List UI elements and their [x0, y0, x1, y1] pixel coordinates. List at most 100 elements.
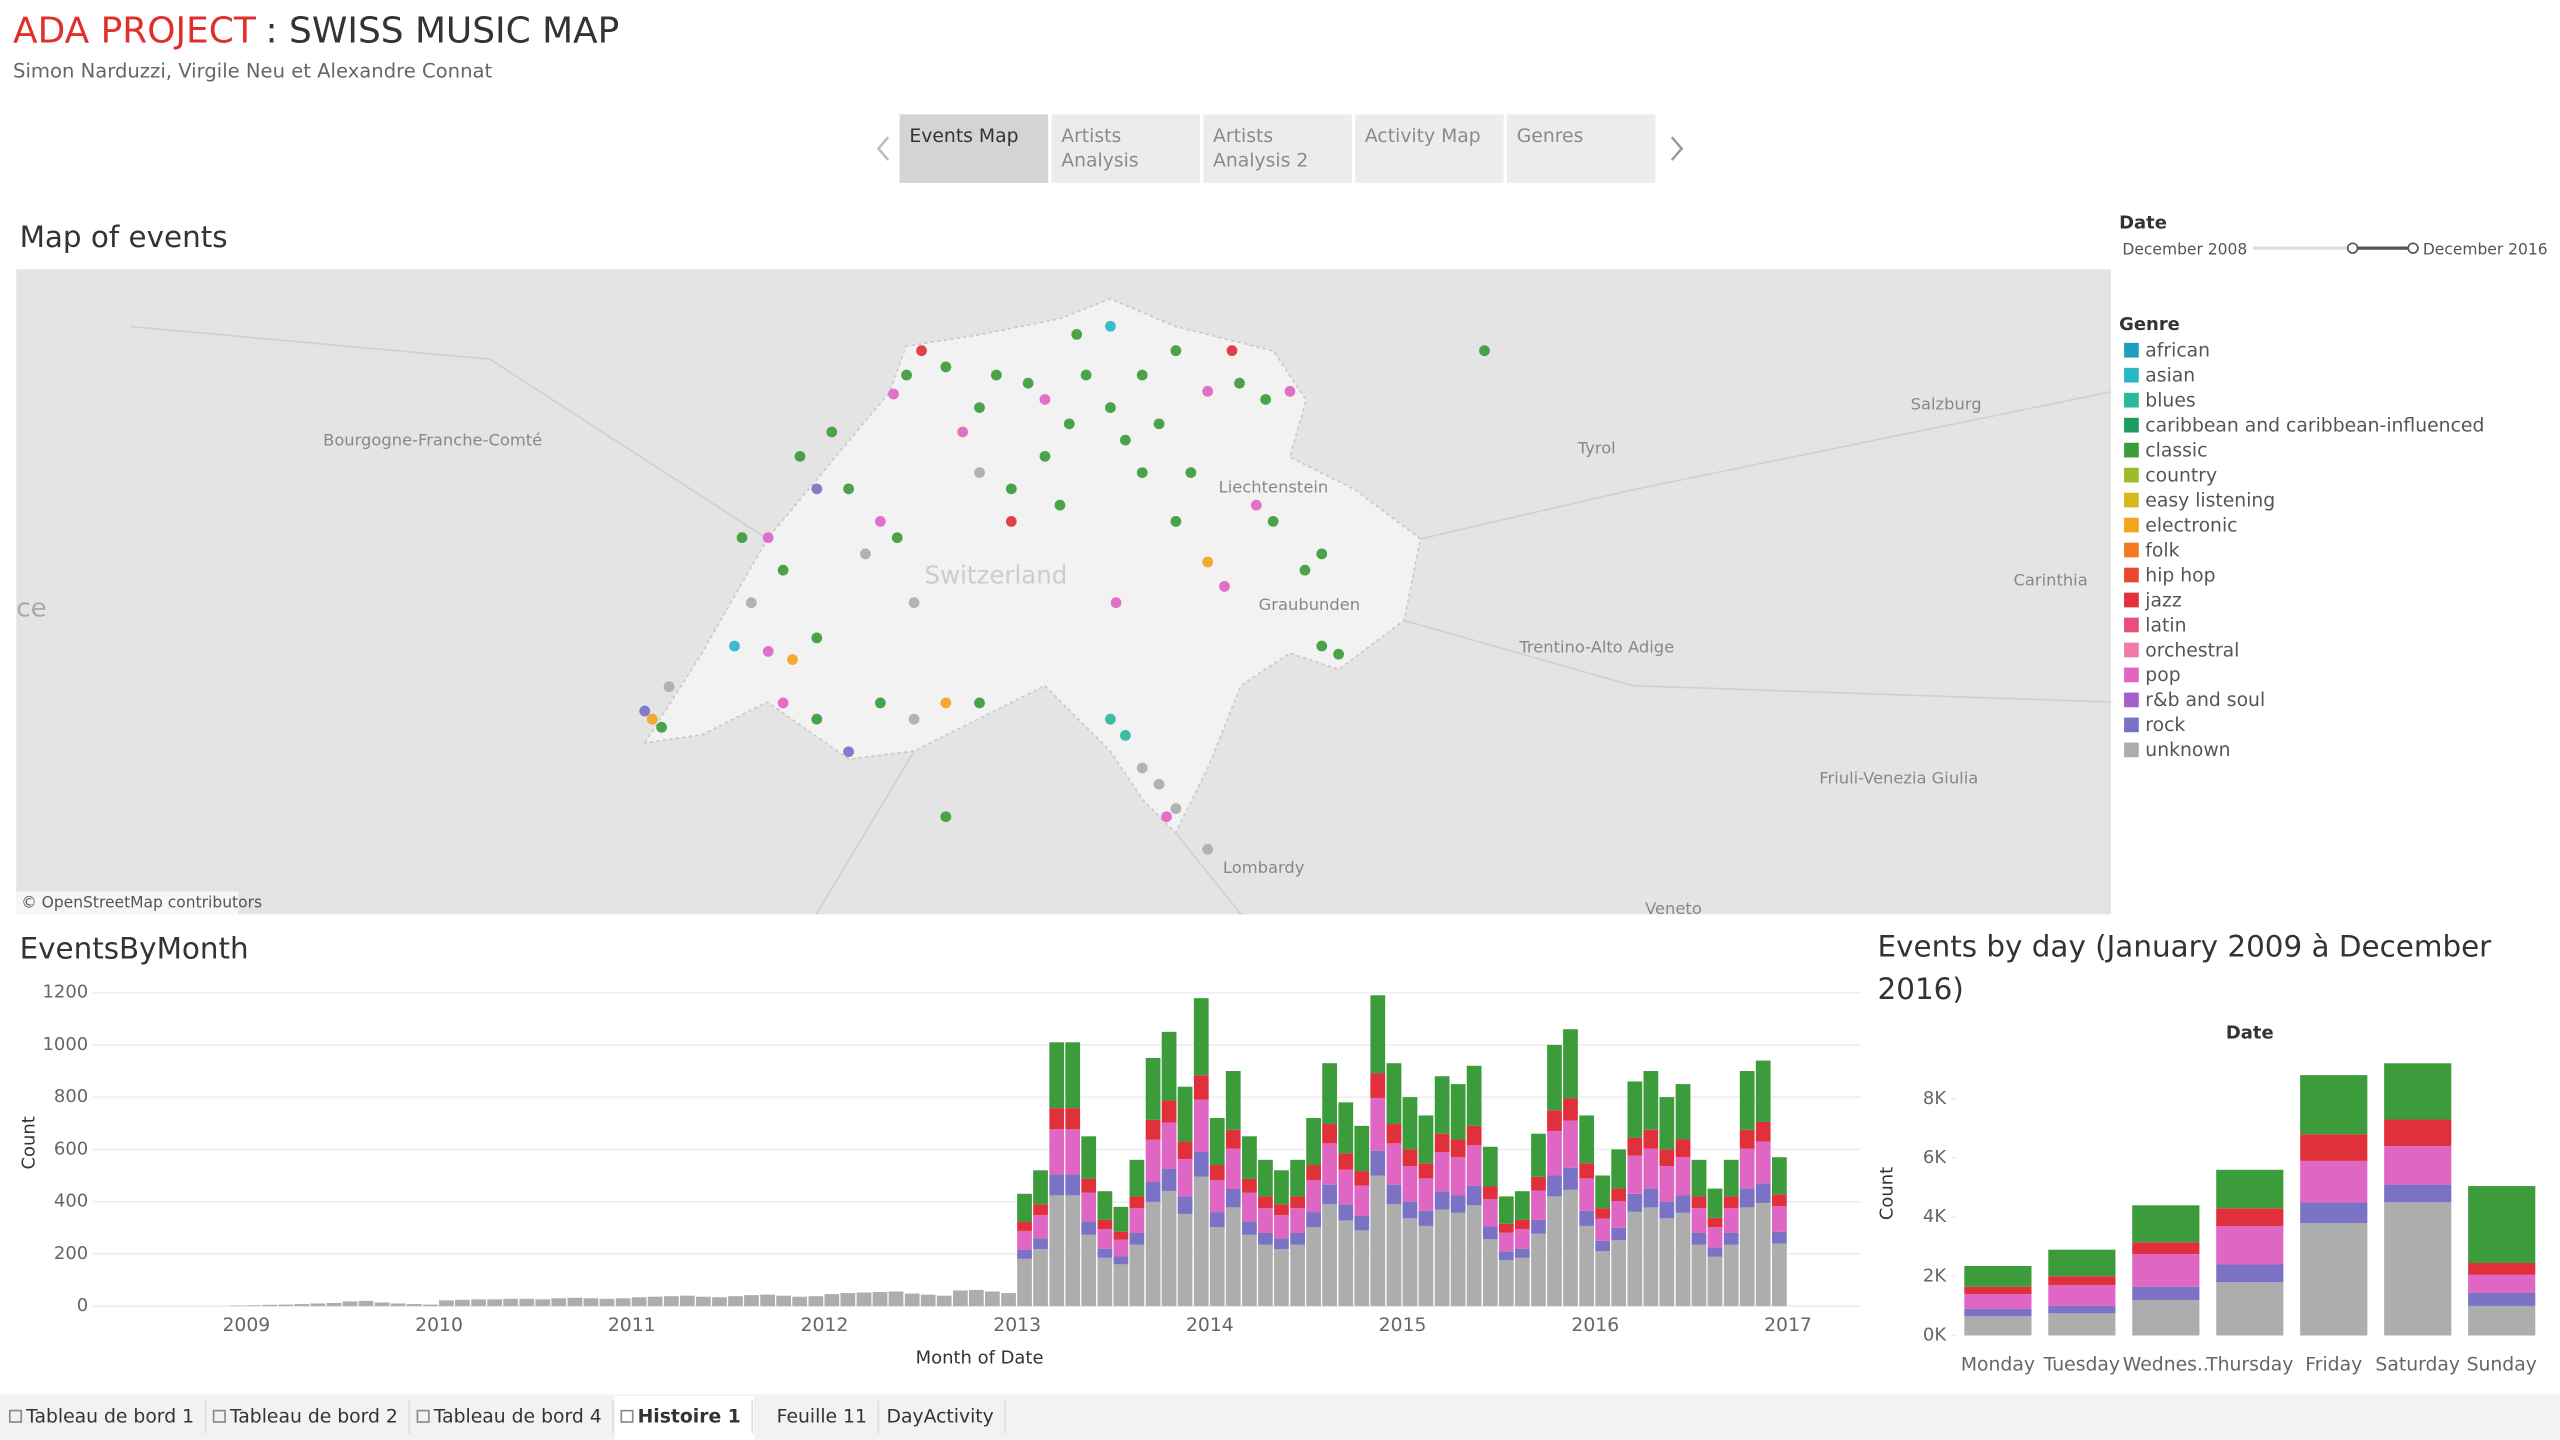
event-point	[843, 746, 854, 758]
bar-segment	[1274, 1204, 1289, 1216]
tab-bg[interactable]	[1506, 114, 1656, 183]
bar-segment	[1772, 1194, 1787, 1207]
tab-next[interactable]	[1670, 136, 1684, 161]
tab-bg[interactable]	[1051, 114, 1200, 183]
legend-label: rock	[2145, 715, 2185, 736]
bar-segment	[1434, 1076, 1450, 1134]
bar-segment	[1129, 1196, 1145, 1209]
bar-segment	[1258, 1196, 1273, 1209]
legend-swatch	[2124, 442, 2139, 458]
tab-label[interactable]: Events Map	[909, 124, 1019, 147]
event-point	[1333, 648, 1344, 660]
bar-segment	[1675, 1195, 1691, 1213]
bar-segment	[1739, 1071, 1755, 1130]
map-neighbours	[16, 269, 2112, 915]
bar-segment	[1242, 1136, 1257, 1179]
tab-label[interactable]: Artists Analysis	[1061, 124, 1139, 172]
bar-segment	[1354, 1216, 1370, 1231]
event-point	[1120, 730, 1131, 741]
bar-segment	[1514, 1229, 1530, 1249]
legend-label: classic	[2145, 440, 2207, 461]
bar-segment	[1113, 1231, 1129, 1240]
swiss-border	[643, 297, 1422, 835]
tab-bg[interactable]	[1355, 114, 1504, 183]
x-tick-label: Monday	[1961, 1354, 2035, 1375]
bar-segment	[1675, 1157, 1691, 1196]
bar-segment	[712, 1297, 727, 1307]
event-point	[1063, 418, 1075, 430]
legend-label: asian	[2145, 366, 2195, 387]
event-point	[811, 632, 823, 644]
bar-segment	[1498, 1232, 1514, 1252]
event-point	[1202, 556, 1214, 568]
event-point	[1284, 385, 1296, 397]
bar-segment	[2132, 1242, 2200, 1255]
bar-segment	[888, 1291, 904, 1307]
bar-segment	[1482, 1239, 1498, 1307]
bar-segment	[1691, 1244, 1707, 1307]
bar-segment	[1177, 1196, 1193, 1214]
bar-segment	[2300, 1134, 2368, 1161]
map-label: Carinthia	[2013, 571, 2087, 590]
tab-bg[interactable]	[899, 114, 1049, 183]
bar-segment	[1322, 1143, 1337, 1185]
bar-segment	[2048, 1305, 2116, 1314]
event-point	[1105, 713, 1116, 725]
bar-segment	[968, 1289, 984, 1307]
event-point	[1226, 345, 1238, 357]
bar-segment	[1964, 1286, 2032, 1295]
sheet-tab[interactable]: Tableau de bord 2	[229, 1407, 398, 1428]
footer-bar	[0, 1394, 2560, 1440]
bar-segment	[1723, 1232, 1739, 1245]
tab-label[interactable]: Genres	[1516, 124, 1584, 147]
event-point	[1170, 803, 1182, 814]
tab-bg[interactable]	[1203, 114, 1352, 183]
bar-segment	[808, 1296, 824, 1307]
bar-segment	[1338, 1204, 1354, 1221]
bar-segment	[1129, 1159, 1145, 1197]
map-label: Switzerland	[925, 560, 1068, 589]
bar-segment	[1611, 1227, 1627, 1241]
bar-segment	[1964, 1294, 2032, 1309]
bar-segment	[1466, 1125, 1482, 1146]
bar-segment	[374, 1302, 390, 1307]
event-point	[811, 483, 823, 495]
bar-segment	[1434, 1133, 1450, 1152]
sheet-tab[interactable]: DayActivity	[887, 1407, 994, 1428]
map-label: ce	[16, 593, 46, 623]
slider-handle[interactable]	[2407, 242, 2419, 254]
event-point	[1136, 467, 1148, 478]
tab-bar: Events Map Artists Analysis Artists Analys…	[899, 114, 1656, 183]
bar-segment	[1225, 1129, 1241, 1149]
sheet-tab[interactable]: Histoire 1	[638, 1407, 741, 1428]
bar-segment	[1290, 1159, 1305, 1197]
sheet-tab[interactable]: Feuille 11	[777, 1407, 867, 1428]
bar-segment	[1145, 1182, 1161, 1202]
x-tick-label: Tuesday	[2043, 1354, 2120, 1375]
bar-segment	[423, 1304, 438, 1307]
chart-title: EventsByMonth	[20, 932, 249, 966]
event-point	[974, 697, 985, 709]
bar-segment	[1466, 1185, 1482, 1206]
chart-title-box: Events by day (January 2009 à December 2…	[1878, 931, 2492, 1008]
tab-prev[interactable]	[876, 136, 890, 161]
tab-label[interactable]: Activity Map	[1364, 124, 1481, 147]
event-point	[1219, 581, 1230, 592]
legend: african asian blues caribbean and caribbean…	[2124, 341, 2484, 761]
event-point	[656, 721, 667, 733]
sheet-tab[interactable]: Tableau de bord 1	[25, 1407, 194, 1428]
legend-label: latin	[2145, 615, 2186, 636]
sheet-tab[interactable]: Tableau de bord 4	[433, 1407, 602, 1428]
bar-segment	[1643, 1188, 1659, 1208]
x-axis-title: Month of Date	[916, 1347, 1044, 1368]
bar-segment	[1193, 1099, 1209, 1152]
bar-segment	[1739, 1188, 1755, 1208]
bar-segment	[1755, 1141, 1771, 1184]
bar-segment	[1964, 1265, 2032, 1287]
bar-segment	[1049, 1129, 1065, 1175]
slider-handle[interactable]	[2346, 242, 2359, 254]
event-point	[940, 697, 952, 709]
bar-segment	[1772, 1206, 1787, 1232]
map-borders	[130, 325, 2112, 915]
tab-label[interactable]: Artists Analysis 2	[1213, 124, 1309, 172]
